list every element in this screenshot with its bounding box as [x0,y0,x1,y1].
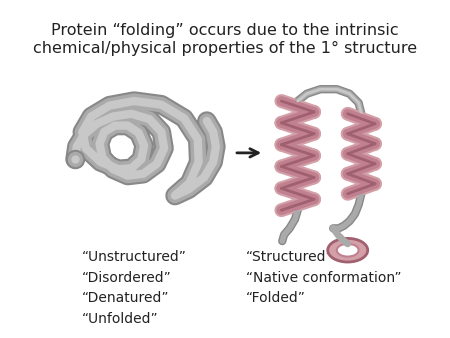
Text: Protein “folding” occurs due to the intrinsic: Protein “folding” occurs due to the intr… [51,23,399,38]
Text: “Unstructured”
“Disordered”
“Denatured”
“Unfolded”: “Unstructured” “Disordered” “Denatured” … [82,250,187,326]
Ellipse shape [337,244,359,257]
Text: chemical/physical properties of the 1° structure: chemical/physical properties of the 1° s… [33,41,417,56]
Ellipse shape [328,238,368,262]
Text: “Structured”
“Native conformation”
“Folded”: “Structured” “Native conformation” “Fold… [246,250,401,306]
